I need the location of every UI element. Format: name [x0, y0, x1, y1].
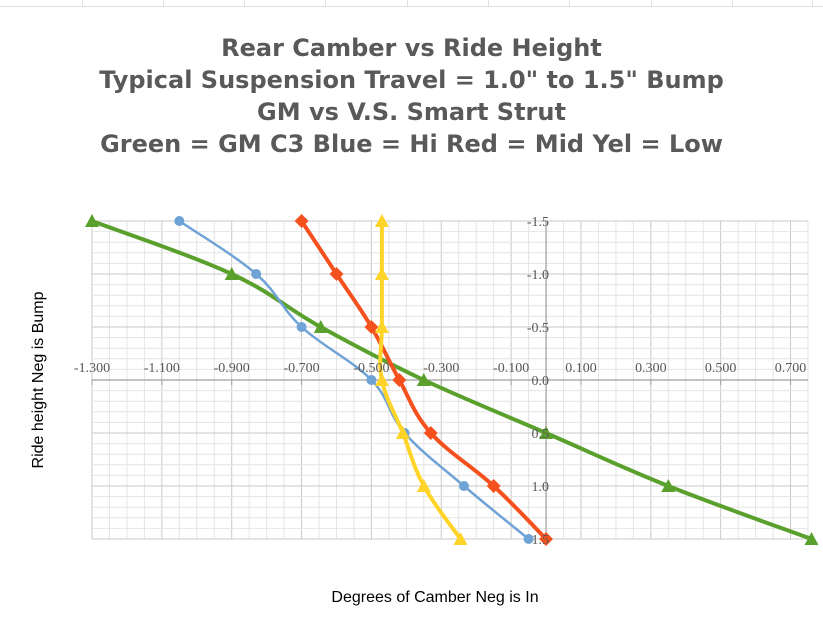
data-point-circle [296, 322, 307, 332]
y-tick-label: 1.5 [532, 533, 550, 548]
top-grid-tick [569, 0, 570, 6]
top-grid-tick [651, 0, 652, 6]
data-point-triangle [313, 320, 328, 333]
top-grid-tick [163, 0, 164, 6]
y-tick-label: 1.0 [532, 480, 550, 495]
data-point-diamond [294, 214, 309, 228]
x-tick-label: -1.300 [74, 361, 110, 376]
y-tick-label: -0.5 [527, 321, 549, 336]
x-tick-label: 0.500 [705, 361, 737, 376]
chart-title-line-2: Typical Suspension Travel = 1.0" to 1.5"… [99, 66, 724, 94]
data-point-diamond [423, 426, 438, 440]
y-tick-label: 0.5 [532, 427, 550, 442]
top-grid-tick [325, 0, 326, 6]
x-axis-label: Degrees of Camber Neg is In [331, 589, 538, 606]
data-point-triangle [661, 479, 676, 492]
data-point-triangle [374, 214, 389, 227]
top-grid-tick [407, 0, 408, 6]
data-point-diamond [486, 479, 501, 493]
x-tick-label: -0.100 [493, 361, 529, 376]
data-point-diamond [364, 320, 379, 334]
series-gm-c3 [85, 214, 819, 545]
top-grid-tick [732, 0, 733, 6]
x-tick-label: -0.300 [423, 361, 459, 376]
axes-layer [91, 220, 808, 540]
data-point-triangle [374, 373, 389, 386]
series-layer [85, 214, 819, 546]
data-point-triangle [395, 426, 410, 439]
data-point-triangle [416, 373, 431, 386]
data-point-diamond [392, 373, 407, 387]
x-tick-label: 0.300 [635, 361, 667, 376]
series-hi [174, 216, 534, 544]
x-tick-label: -0.900 [214, 361, 250, 376]
series-low [374, 214, 468, 545]
data-point-circle [174, 216, 185, 226]
top-grid-strip [0, 0, 823, 7]
series-mid [294, 214, 554, 546]
y-tick-label: 0.0 [532, 374, 550, 389]
top-grid-tick [488, 0, 489, 6]
labels-layer: -1.300 -1.100 -0.900 -0.700 -0.500 -0.300 -0.1… [74, 215, 806, 548]
data-point-diamond [329, 267, 344, 281]
top-grid-tick [812, 0, 813, 6]
data-point-triangle [539, 426, 554, 439]
y-tick-label: -1.5 [527, 215, 549, 230]
data-point-circle [458, 481, 469, 491]
chart-title-line-1: Rear Camber vs Ride Height [221, 34, 602, 62]
data-point-triangle [416, 479, 431, 492]
y-tick-label: -1.0 [527, 268, 549, 283]
x-tick-label: -0.700 [283, 361, 319, 376]
x-tick-label: -1.100 [144, 361, 180, 376]
data-point-triangle [374, 320, 389, 333]
x-tick-label: -0.500 [353, 361, 389, 376]
data-point-circle [251, 269, 262, 279]
chart-title-line-3: GM vs V.S. Smart Strut [257, 98, 566, 126]
data-point-circle [366, 375, 377, 385]
x-tick-label: 0.100 [565, 361, 597, 376]
grid-layer [91, 220, 809, 540]
data-point-triangle [224, 267, 239, 280]
data-point-diamond [539, 532, 554, 546]
chart-title-line-4: Green = GM C3 Blue = Hi Red = Mid Yel = … [100, 130, 723, 158]
data-point-triangle [374, 267, 389, 280]
data-point-triangle [85, 214, 99, 227]
data-point-triangle [804, 532, 819, 545]
chart-title: Rear Camber vs Ride Height Typical Suspe… [0, 32, 823, 160]
y-axis-label: Ride height Neg is Bump [30, 291, 47, 468]
top-grid-tick [244, 0, 245, 6]
top-grid-tick [82, 0, 83, 6]
data-point-triangle [453, 532, 468, 545]
data-point-circle [523, 534, 534, 544]
x-tick-label: 0.700 [775, 361, 807, 376]
